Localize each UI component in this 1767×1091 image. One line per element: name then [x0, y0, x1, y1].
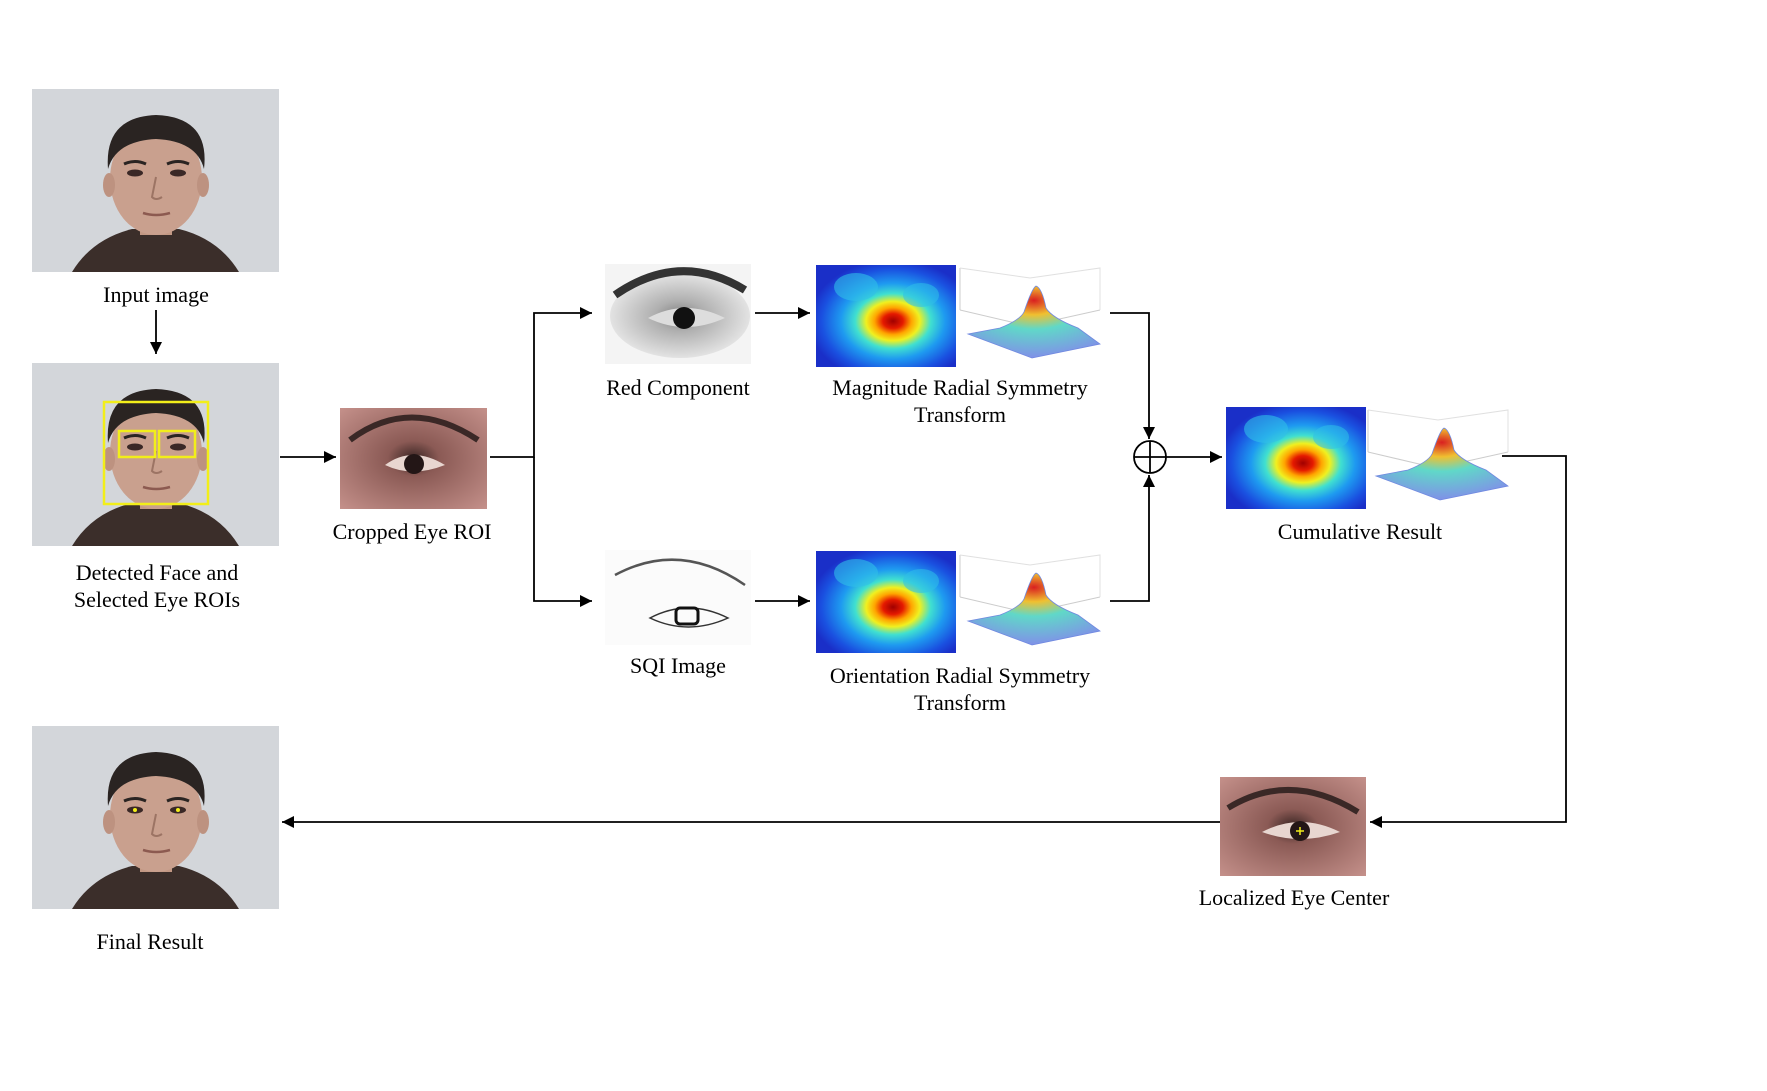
cropped-eye-caption: Cropped Eye ROI [332, 519, 492, 544]
localized-caption: Localized Eye Center [1198, 885, 1390, 910]
cropped-eye-image [340, 408, 487, 509]
input-image-caption: Input image [103, 282, 209, 307]
orientation-surface-plot [959, 554, 1101, 646]
orientation-heatmap [816, 551, 956, 653]
magnitude-caption-line2: Transform [913, 402, 1007, 427]
cumulative-surface-plot [1367, 409, 1509, 501]
detected-face-photo [30, 361, 281, 548]
red-component-caption: Red Component [606, 375, 750, 400]
cumulative-heatmap [1226, 407, 1366, 509]
final-result-photo [30, 724, 281, 911]
detected-face-caption-line1: Detected Face and [75, 560, 239, 585]
orientation-caption-line1: Orientation Radial Symmetry [829, 663, 1091, 688]
localized-eye-image [1220, 777, 1366, 876]
detected-face-caption-line2: Selected Eye ROIs [73, 587, 241, 612]
detected-face-caption: Detected Face and Selected Eye ROIs [32, 559, 282, 613]
magnitude-caption: Magnitude Radial Symmetry Transform [810, 374, 1110, 428]
sqi-image [605, 550, 751, 645]
red-component-image [605, 264, 751, 364]
magnitude-heatmap [816, 265, 956, 367]
magnitude-surface-plot [959, 267, 1101, 359]
sum-node [1133, 440, 1167, 474]
input-image-photo [30, 87, 281, 274]
orientation-caption-line2: Transform [913, 690, 1007, 715]
connectors [150, 307, 1567, 828]
sqi-image-caption: SQI Image [630, 653, 726, 678]
magnitude-caption-line1: Magnitude Radial Symmetry [832, 375, 1088, 400]
final-result-caption: Final Result [96, 929, 204, 954]
orientation-caption: Orientation Radial Symmetry Transform [810, 662, 1110, 716]
cumulative-caption: Cumulative Result [1277, 519, 1443, 544]
